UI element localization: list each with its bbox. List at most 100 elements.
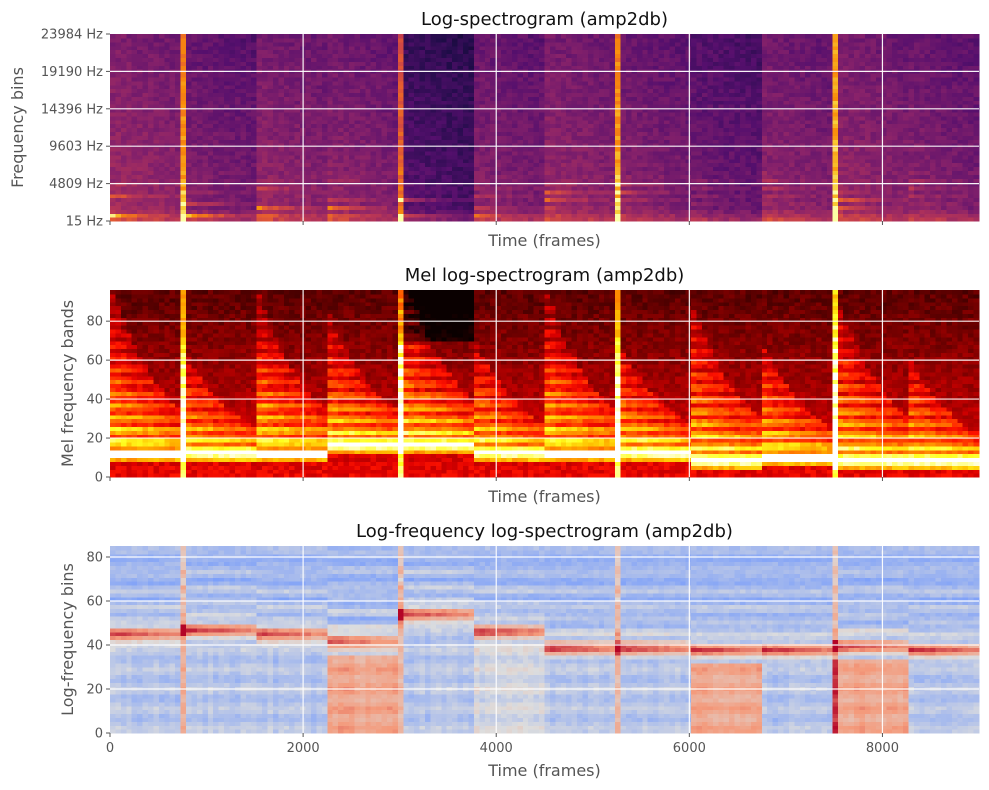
heatmap-cell <box>370 127 377 132</box>
heatmap-cell <box>484 100 491 105</box>
heatmap-cell <box>251 57 258 62</box>
heatmap-cell <box>115 53 122 58</box>
heatmap-cell <box>457 41 464 47</box>
heatmap-cell <box>566 96 573 101</box>
heatmap-cell <box>669 72 676 78</box>
heatmap-cell <box>354 143 361 148</box>
heatmap-cell <box>441 131 448 136</box>
heatmap-cell <box>506 166 513 171</box>
heatmap-cell <box>191 57 198 62</box>
heatmap-cell <box>604 201 611 207</box>
heatmap-cell <box>376 45 383 51</box>
heatmap-cell <box>202 189 209 195</box>
heatmap-cell <box>631 127 638 132</box>
heatmap-cell <box>348 88 356 94</box>
heatmap-cell <box>495 158 502 164</box>
heatmap-cell <box>598 205 605 210</box>
heatmap-cell <box>587 209 594 214</box>
heatmap-cell <box>598 108 605 113</box>
heatmap-cell <box>338 65 345 70</box>
heatmap-cell <box>338 135 345 140</box>
heatmap-cell <box>153 135 160 140</box>
heatmap-cell <box>229 123 236 129</box>
heatmap-cell <box>642 123 649 129</box>
heatmap-cell <box>251 72 258 78</box>
heatmap-cell <box>582 84 589 90</box>
heatmap-cell <box>370 139 377 144</box>
heatmap-cell <box>348 209 356 214</box>
heatmap-cell <box>218 34 225 39</box>
heatmap-cell <box>343 100 350 105</box>
heatmap-cell <box>386 131 394 136</box>
heatmap-cell <box>218 45 225 51</box>
heatmap-cell <box>153 111 160 117</box>
heatmap-cell <box>207 61 214 66</box>
heatmap-cell <box>522 119 529 125</box>
heatmap-cell <box>202 53 209 58</box>
heatmap-cell <box>234 34 241 39</box>
heatmap-cell <box>414 139 421 144</box>
heatmap-cell <box>419 197 426 203</box>
heatmap-cell <box>501 158 508 164</box>
heatmap-cell <box>446 100 453 105</box>
heatmap-cell <box>365 131 372 136</box>
heatmap-cell <box>294 174 301 179</box>
heatmap-cell <box>560 41 567 47</box>
heatmap-cell <box>517 72 524 78</box>
heatmap-cell <box>262 201 269 207</box>
heatmap-cell <box>566 76 573 82</box>
heatmap-cell <box>408 201 415 207</box>
heatmap-cell <box>142 96 149 101</box>
heatmap-cell <box>408 162 415 168</box>
heatmap-cell <box>191 53 198 58</box>
heatmap-cell <box>544 127 551 132</box>
heatmap-cell <box>446 150 453 156</box>
heatmap-cell <box>571 34 578 39</box>
heatmap-cell <box>506 170 513 175</box>
heatmap-cell <box>484 127 491 132</box>
heatmap-cell <box>158 41 165 47</box>
heatmap-cell <box>539 96 546 101</box>
heatmap-cell <box>566 162 573 168</box>
heatmap-cell <box>224 146 231 152</box>
heatmap-cell <box>463 104 470 109</box>
heatmap-cell <box>403 146 410 152</box>
heatmap-cell <box>392 53 399 58</box>
heatmap-cell <box>435 65 442 70</box>
heatmap-cell <box>598 178 605 183</box>
heatmap-cell <box>305 131 312 136</box>
heatmap-cell <box>137 57 144 62</box>
heatmap-cell <box>158 139 165 144</box>
heatmap-cell <box>484 72 491 78</box>
heatmap-cell <box>479 135 486 140</box>
heatmap-cell <box>321 37 328 43</box>
heatmap-cell <box>110 189 117 195</box>
heatmap-cell <box>278 34 285 39</box>
heatmap-cell <box>625 170 632 175</box>
heatmap-cell <box>587 45 594 51</box>
heatmap-cell <box>316 197 323 203</box>
heatmap-cell <box>224 80 231 86</box>
heatmap-cell <box>327 185 334 191</box>
heatmap-cell <box>186 139 193 144</box>
heatmap-cell <box>327 123 334 129</box>
heatmap-cell <box>338 119 345 125</box>
heatmap-cell <box>620 53 627 58</box>
heatmap-cell <box>120 197 127 203</box>
heatmap-cell <box>370 166 377 171</box>
heatmap-cell <box>251 80 258 86</box>
heatmap-cell <box>169 45 176 51</box>
heatmap-cell <box>169 96 176 101</box>
heatmap-cell <box>327 193 334 199</box>
heatmap-cell <box>283 76 290 82</box>
heatmap-cell <box>343 84 350 90</box>
heatmap-cell <box>115 72 122 78</box>
heatmap-cell <box>186 88 193 94</box>
heatmap-cell <box>186 41 193 47</box>
heatmap-cell <box>245 178 252 183</box>
heatmap-cell <box>533 189 540 195</box>
heatmap-cell <box>598 139 605 144</box>
heatmap-cell <box>555 119 562 125</box>
heatmap-cell <box>598 166 605 171</box>
heatmap-cell <box>414 201 421 207</box>
